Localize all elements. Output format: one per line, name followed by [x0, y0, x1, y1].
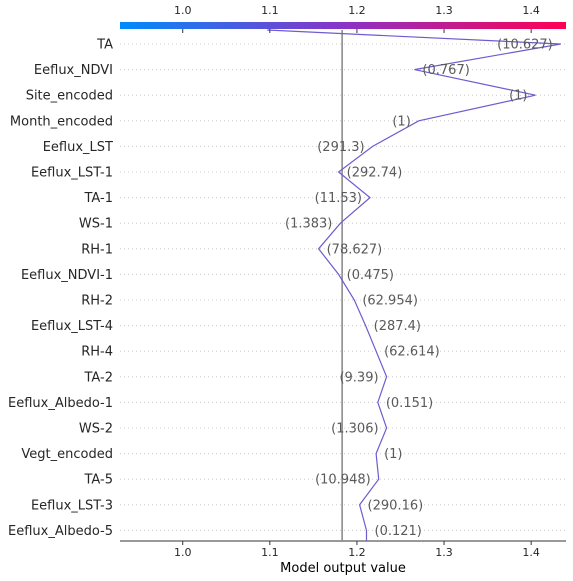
colorbar — [120, 22, 566, 29]
feature-name: RH-1 — [81, 242, 113, 257]
feature-value-label: (1.306) — [331, 422, 378, 437]
feature-value-label: (292.74) — [347, 166, 403, 181]
x-axis: 1.0 1.0 1.1 1.1 1.2 1.2 1.3 1.3 1.4 1.4 — [174, 4, 540, 559]
feature-name: Eeflux_NDVI — [34, 63, 113, 78]
feature-name: TA — [96, 38, 113, 53]
feature-name: Eeflux_LST — [43, 140, 113, 155]
feature-name: RH-2 — [81, 294, 113, 309]
feature-value-label: (0.475) — [347, 268, 394, 283]
bottom-tick-label: 1.3 — [435, 546, 453, 559]
bottom-tick-label: 1.0 — [174, 546, 192, 559]
top-tick-label: 1.0 — [174, 4, 192, 17]
gridlines — [120, 43, 566, 531]
feature-value-label: (62.954) — [362, 294, 418, 309]
feature-labels: TA (10.627) Eeflux_NDVI (0.767) Site_encoded… — [8, 38, 553, 539]
feature-name: Eeflux_Albedo-5 — [8, 524, 113, 539]
colorbar-strip — [120, 22, 566, 29]
top-tick-label: 1.1 — [261, 4, 279, 17]
bottom-tick-label: 1.2 — [348, 546, 366, 559]
feature-value-label: (62.614) — [384, 345, 440, 360]
feature-name: WS-2 — [79, 422, 113, 437]
top-tick-label: 1.3 — [435, 4, 453, 17]
feature-value-label: (9.39) — [339, 370, 378, 385]
feature-name: TA-1 — [83, 191, 113, 206]
feature-value-label: (11.53) — [315, 191, 362, 206]
top-tick-label: 1.4 — [522, 4, 540, 17]
feature-name: RH-4 — [81, 345, 113, 360]
feature-name: Eeflux_LST-3 — [31, 498, 113, 513]
feature-name: Eeflux_Albedo-1 — [8, 396, 113, 411]
feature-name: Vegt_encoded — [21, 447, 113, 462]
top-tick-label: 1.2 — [348, 4, 366, 17]
feature-name: TA-5 — [83, 473, 113, 488]
feature-value-label: (291.3) — [317, 140, 364, 155]
feature-value-label: (10.627) — [497, 38, 553, 53]
feature-value-label: (1) — [384, 447, 402, 462]
feature-name: TA-2 — [83, 370, 113, 385]
feature-value-label: (287.4) — [374, 319, 421, 334]
feature-value-label: (78.627) — [327, 242, 383, 257]
feature-value-label: (1) — [392, 114, 410, 129]
feature-value-label: (0.767) — [422, 63, 469, 78]
feature-name: Eeflux_LST-1 — [31, 166, 113, 181]
bottom-tick-label: 1.1 — [261, 546, 279, 559]
bottom-tick-label: 1.4 — [522, 546, 540, 559]
feature-value-label: (0.151) — [386, 396, 433, 411]
decision-path — [267, 29, 561, 541]
feature-value-label: (10.948) — [315, 473, 371, 488]
feature-value-label: (1) — [509, 89, 527, 104]
feature-value-label: (290.16) — [368, 498, 424, 513]
feature-value-label: (0.121) — [375, 524, 422, 539]
x-axis-label: Model output value — [280, 561, 406, 576]
feature-name: WS-1 — [79, 217, 113, 232]
feature-name: Site_encoded — [26, 89, 113, 104]
decision-line — [267, 29, 561, 541]
feature-name: Eeflux_NDVI-1 — [21, 268, 113, 283]
feature-value-label: (1.383) — [285, 217, 332, 232]
feature-name: Eeflux_LST-4 — [31, 319, 113, 334]
feature-name: Month_encoded — [10, 114, 113, 129]
